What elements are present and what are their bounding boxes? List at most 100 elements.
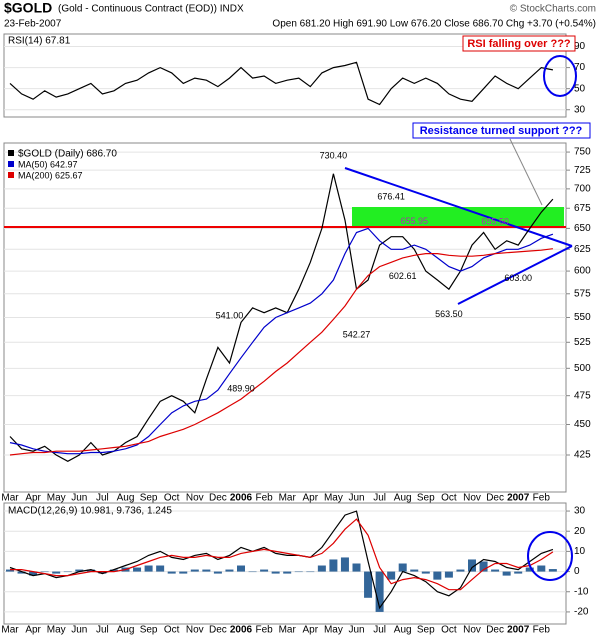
x-tick-label: Dec	[209, 493, 227, 504]
y-tick-label: 675	[574, 203, 591, 214]
x-tick-label: 2006	[230, 493, 253, 504]
x-tick-label: 2006	[230, 625, 253, 636]
histogram-bar	[317, 565, 326, 572]
y-tick-label: 600	[574, 266, 591, 277]
x-tick-label: Dec	[486, 625, 504, 636]
x-tick-label: Sep	[417, 625, 435, 636]
x-tick-label: May	[324, 625, 343, 636]
histogram-bar	[410, 569, 419, 572]
histogram-bar	[86, 569, 95, 572]
histogram-bar	[502, 571, 511, 576]
histogram-bar	[433, 571, 442, 580]
date: 23-Feb-2007	[4, 19, 62, 30]
x-tick-label: Apr	[303, 493, 319, 504]
series-line	[9, 510, 554, 610]
price-annotation: 603.00	[504, 273, 532, 283]
x-tick-label: Aug	[394, 493, 412, 504]
histogram-bar	[514, 571, 523, 574]
x-tick-label: Oct	[441, 493, 457, 504]
annotation-box	[462, 35, 576, 52]
histogram-bar	[98, 571, 107, 574]
x-tick-label: May	[324, 493, 343, 504]
price-annotation: 730.40	[320, 151, 348, 161]
histogram-bar	[329, 559, 338, 572]
x-tick-label: Nov	[463, 493, 481, 504]
histogram-bar	[237, 565, 245, 572]
annotation: Resistance turned support ???	[420, 125, 583, 137]
x-tick-label: Apr	[25, 625, 41, 636]
y-tick-label: 525	[574, 337, 591, 348]
histogram-bar	[248, 571, 257, 573]
y-tick-label: -10	[574, 586, 589, 597]
y-tick-label: 650	[574, 223, 591, 234]
x-tick-label: Nov	[463, 625, 481, 636]
price-annotation: 563.50	[435, 309, 463, 319]
y-tick-label: 725	[574, 165, 591, 176]
x-tick-label: Sep	[140, 625, 158, 636]
resistance-zone	[352, 207, 564, 227]
y-tick-label: 0	[574, 566, 580, 577]
histogram-bar	[306, 571, 315, 573]
y-tick-label: 575	[574, 288, 591, 299]
histogram-bar	[525, 567, 534, 572]
histogram-bar	[387, 571, 396, 580]
price-annotation: 655.50	[481, 216, 509, 226]
histogram-bar	[271, 571, 280, 574]
histogram-bar	[167, 571, 176, 574]
x-tick-label: Jun	[71, 493, 87, 504]
histogram-bar	[421, 571, 430, 574]
y-tick-label: 30	[574, 104, 586, 115]
x-tick-label: Feb	[255, 625, 273, 636]
histogram-bar	[29, 571, 38, 576]
x-tick-label: Dec	[209, 625, 227, 636]
x-tick-label: Jun	[348, 625, 364, 636]
histogram-bar	[75, 569, 84, 572]
x-tick-label: 2007	[507, 493, 530, 504]
y-tick-label: 50	[574, 83, 586, 94]
x-tick-label: Oct	[164, 625, 180, 636]
instrument-name: (Gold - Continuous Contract (EOD)) INDX	[58, 4, 244, 15]
histogram-bar	[225, 569, 234, 572]
annotation: RSI falling over ???	[467, 38, 571, 50]
histogram-bar	[190, 569, 199, 572]
histogram-bar	[537, 565, 546, 572]
x-tick-label: May	[47, 493, 66, 504]
histogram-bar	[17, 571, 26, 574]
panel-title: MACD(12,26,9) 10.981, 9.736, 1.245	[8, 506, 172, 517]
histogram-bar	[202, 569, 211, 572]
histogram-bar	[260, 569, 269, 572]
histogram-bar	[63, 571, 72, 573]
histogram-bar	[179, 571, 188, 574]
x-tick-label: Jul	[96, 625, 109, 636]
price-annotation: 676.41	[377, 192, 405, 202]
y-tick-label: 70	[574, 62, 586, 73]
x-tick-label: Mar	[279, 625, 297, 636]
series-line	[10, 518, 554, 591]
histogram-bar	[548, 569, 557, 572]
x-tick-label: Aug	[117, 625, 135, 636]
macd-frame	[3, 502, 567, 625]
histogram-bar	[52, 571, 61, 574]
histogram-bar	[6, 569, 14, 572]
histogram-bar	[133, 567, 142, 572]
legend-entry: $GOLD (Daily) 686.70	[18, 149, 117, 160]
legend-entry: RSI(14) 67.81	[8, 36, 71, 47]
series-line	[9, 227, 554, 455]
series-line	[9, 248, 553, 456]
x-tick-label: Aug	[117, 493, 135, 504]
x-tick-label: Apr	[25, 493, 41, 504]
histogram-bar	[444, 571, 453, 578]
histogram-bar	[479, 561, 488, 572]
histogram-bar	[398, 563, 407, 572]
price-annotation: 655.95	[400, 216, 428, 226]
y-tick-label: 550	[574, 312, 591, 323]
y-tick-label: 750	[574, 147, 591, 158]
x-tick-label: Feb	[533, 493, 551, 504]
histogram-bar	[364, 571, 373, 598]
x-tick-label: Dec	[486, 493, 504, 504]
legend-entry: MA(50) 642.97	[18, 159, 78, 169]
y-tick-label: -20	[574, 607, 589, 618]
histogram-bar	[213, 571, 222, 574]
x-tick-label: Nov	[186, 493, 204, 504]
x-tick-label: Feb	[255, 493, 273, 504]
